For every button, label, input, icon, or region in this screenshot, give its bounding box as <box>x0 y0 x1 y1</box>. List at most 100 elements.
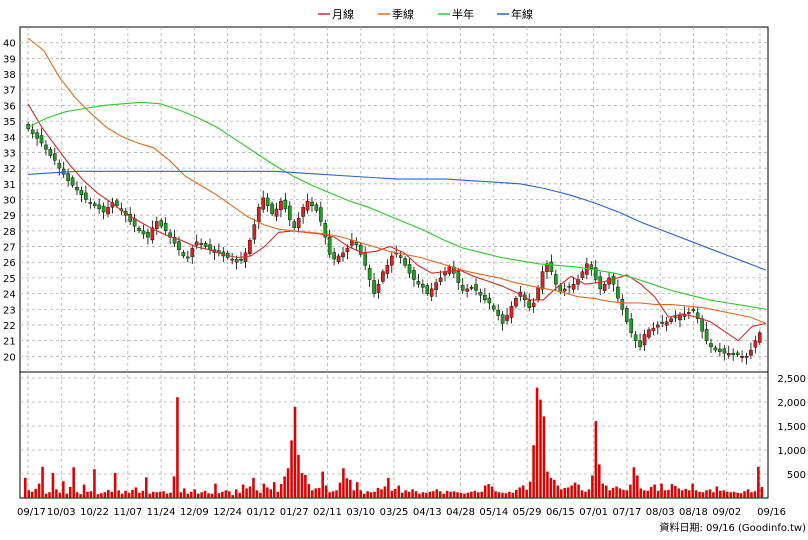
volume-bar <box>352 490 356 498</box>
legend-label-quarterly: 季線 <box>392 7 414 21</box>
volume-bar <box>79 494 82 498</box>
price-tick-label: 20 <box>3 352 16 363</box>
volume-bar <box>459 492 463 498</box>
candle-body <box>660 321 665 324</box>
volume-bar <box>632 467 636 498</box>
volume-bar <box>508 491 511 498</box>
candle-body <box>425 285 430 294</box>
candle-body <box>571 283 576 290</box>
volume-bar <box>311 490 314 498</box>
candle-body <box>647 329 651 338</box>
volume-bar <box>480 491 484 498</box>
volume-bar <box>487 484 490 498</box>
volume-bar <box>715 486 719 498</box>
volume-bar <box>252 477 255 498</box>
volume-bar <box>625 490 629 498</box>
volume-bar <box>705 490 708 498</box>
date-tick-label: 04/13 <box>413 507 442 518</box>
candle-body <box>252 224 257 240</box>
candle-body <box>296 218 301 228</box>
volume-bar <box>293 406 297 498</box>
volume-bar <box>753 491 757 498</box>
volume-bar <box>124 490 127 498</box>
candle-body <box>753 340 758 348</box>
candle-body <box>270 203 274 214</box>
volume-bar <box>345 478 349 498</box>
volume-bar <box>196 493 200 498</box>
volume-bar <box>117 490 120 498</box>
candle-body <box>274 208 279 217</box>
candle-body <box>567 285 571 288</box>
volume-bar <box>221 491 224 498</box>
candle-body <box>709 343 713 348</box>
volume-bar <box>449 491 452 498</box>
price-tick-label: 22 <box>3 321 16 332</box>
volume-bar <box>290 440 293 498</box>
volume-bar <box>110 491 114 498</box>
candle-body <box>673 316 678 319</box>
candle-body <box>580 271 585 278</box>
legend-label-annual: 年線 <box>511 7 533 21</box>
volume-bar <box>722 490 726 498</box>
candle-body <box>416 281 421 285</box>
volume-bar <box>601 483 605 498</box>
volume-bar <box>604 485 608 498</box>
candle-body <box>531 302 536 307</box>
candle-body <box>483 294 487 301</box>
volume-bar <box>501 492 504 498</box>
volume-bar <box>729 492 732 498</box>
candle-body <box>633 334 638 341</box>
volume-bar <box>546 471 549 498</box>
volume-bar <box>158 491 162 498</box>
candle-body <box>292 221 297 228</box>
volume-bar <box>376 487 380 498</box>
volume-bar <box>383 486 387 498</box>
volume-bar <box>30 491 34 498</box>
candle-body <box>389 255 394 266</box>
volume-bar <box>483 485 487 498</box>
candle-body <box>327 236 332 255</box>
grid-lines <box>20 27 768 498</box>
price-axis: 20 21 22 23 24 25 26 27 28 29 30 31 32 33 34 35 36 37 38 39… <box>3 39 16 364</box>
price-tick-label: 40 <box>3 39 16 50</box>
candle-body <box>208 244 212 250</box>
ma-line-annual <box>27 170 767 271</box>
candle-body <box>744 356 749 358</box>
candle-body <box>731 352 735 355</box>
volume-bar <box>276 491 279 498</box>
candle-body <box>88 202 93 204</box>
volume-bar <box>193 489 196 498</box>
candle-body <box>190 247 195 257</box>
ma-line-monthly <box>27 103 767 342</box>
volume-bar <box>539 399 542 498</box>
candle-body <box>509 305 514 318</box>
volume-bar <box>203 490 207 498</box>
volume-bar <box>86 491 89 498</box>
candle-body <box>407 264 412 274</box>
date-tick-label: 09/17 <box>17 507 46 518</box>
candle-body <box>177 241 181 250</box>
candle-body <box>540 271 545 290</box>
volume-tick-label: 1,000 <box>777 446 806 457</box>
price-tick-label: 29 <box>3 211 16 222</box>
volume-bar <box>629 484 632 498</box>
date-tick-label: 04/28 <box>446 507 475 518</box>
volume-bar <box>504 493 508 498</box>
volume-bar <box>41 466 44 498</box>
volume-bar <box>746 489 750 498</box>
volume-bar <box>228 491 231 498</box>
volume-bar <box>248 486 252 498</box>
candle-body <box>248 240 252 254</box>
date-tick-label: 11/07 <box>113 507 142 518</box>
date-tick-label: 03/25 <box>380 507 409 518</box>
candle-body <box>487 297 492 304</box>
volume-bar <box>418 493 421 498</box>
price-tick-label: 32 <box>3 164 16 175</box>
volume-bar <box>58 492 62 498</box>
candle-body <box>181 252 186 257</box>
volume-bar <box>757 466 760 498</box>
price-tick-label: 27 <box>3 243 16 254</box>
volume-bar <box>598 464 601 498</box>
candle-body <box>549 261 554 272</box>
